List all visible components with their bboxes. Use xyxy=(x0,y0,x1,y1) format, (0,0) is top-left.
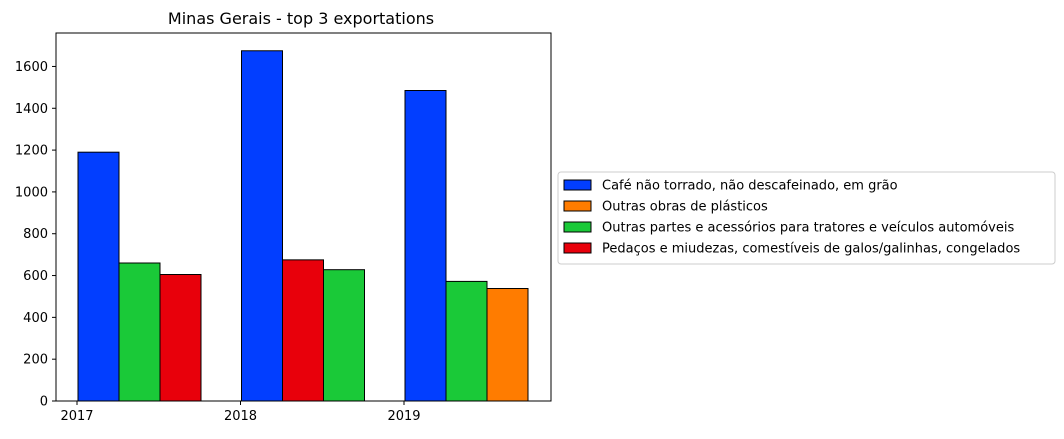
plot-frame xyxy=(55,32,552,402)
bar-2018-cafe-nao-torrado-nao-descafeinado-em-grao xyxy=(241,50,283,402)
bar-2017-pedacos-e-miudezas-comestiveis-de-galos-galinhas-congelados xyxy=(159,274,202,402)
legend-box xyxy=(557,171,1056,265)
legend-swatch xyxy=(563,242,592,254)
legend-swatch xyxy=(563,200,592,212)
x-tick-label: 2019 xyxy=(387,409,420,424)
x-axis: 2017 2018 2019 xyxy=(60,401,421,424)
x-tick-label: 2017 xyxy=(60,409,93,424)
y-tick-label: 1000 xyxy=(15,185,48,200)
y-tick-label: 0 xyxy=(40,395,48,410)
legend-swatch xyxy=(563,179,592,191)
bar-2017-outras-partes-e-acessorios-para-tratores-e-veiculos-automoveis xyxy=(118,262,161,402)
bar-2019-outras-partes-e-acessorios-para-tratores-e-veiculos-automoveis xyxy=(445,280,488,402)
bar-2018-pedacos-e-miudezas-comestiveis-de-galos-galinhas-congelados xyxy=(282,259,324,402)
legend-swatch xyxy=(563,221,592,233)
y-tick-label: 1200 xyxy=(15,144,48,159)
bar-2018-outras-partes-e-acessorios-para-tratores-e-veiculos-automoveis xyxy=(323,269,365,402)
y-tick-label: 800 xyxy=(23,227,48,242)
legend-label: Outras partes e acessórios para tratores… xyxy=(602,221,1014,236)
y-tick-label: 1600 xyxy=(15,60,48,75)
y-tick-label: 1400 xyxy=(15,102,48,117)
bar-2019-outras-obras-de-plasticos xyxy=(486,288,529,402)
legend-label: Café não torrado, não descafeinado, em g… xyxy=(602,179,898,194)
y-tick-label: 200 xyxy=(23,353,48,368)
y-axis: 0 200 400 600 800 1000 1200 1400 1600 xyxy=(15,60,56,410)
legend-label: Pedaços e miudezas, comestíveis de galos… xyxy=(602,242,1020,257)
chart-title: Minas Gerais - top 3 exportations xyxy=(168,9,434,28)
bars-layer xyxy=(77,50,529,402)
legend: Café não torrado, não descafeinado, em g… xyxy=(557,171,1056,265)
bar-2017-cafe-nao-torrado-nao-descafeinado-em-grao xyxy=(77,151,120,402)
x-tick-label: 2018 xyxy=(224,409,257,424)
bar-2019-cafe-nao-torrado-nao-descafeinado-em-grao xyxy=(404,90,447,402)
legend-label: Outras obras de plásticos xyxy=(602,200,768,215)
y-tick-label: 600 xyxy=(23,269,48,284)
y-tick-label: 400 xyxy=(23,311,48,326)
